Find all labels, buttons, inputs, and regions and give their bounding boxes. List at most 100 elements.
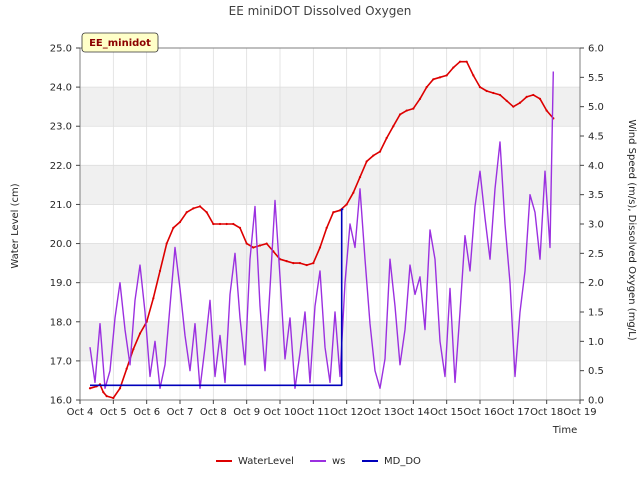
waterlevel-point xyxy=(238,226,242,230)
waterlevel-point xyxy=(445,74,448,77)
waterlevel-point xyxy=(102,391,105,394)
series-line-waterlevel xyxy=(89,60,554,399)
plot-band xyxy=(80,87,580,127)
x-tick-label: Oct 15 xyxy=(430,407,463,418)
plot-band xyxy=(80,282,580,322)
x-tick-label: Oct 7 xyxy=(167,407,194,418)
waterlevel-point xyxy=(392,125,395,128)
x-tick-label: Oct 14 xyxy=(397,407,430,418)
x-tick-label: Oct 13 xyxy=(363,407,396,418)
waterlevel-point xyxy=(412,107,415,110)
waterlevel-point xyxy=(472,74,475,77)
y-right-tick-label: 4.0 xyxy=(588,161,604,172)
x-tick-label: Oct 9 xyxy=(233,407,260,418)
waterlevel-point xyxy=(245,242,248,245)
waterlevel-point xyxy=(345,203,348,206)
x-tick-label: Oct 4 xyxy=(67,407,94,418)
y-axis-left-ticks: 16.0 17.0 18.0 19.0 20.0 21.0 22.0 23.0 24.0 25.0 xyxy=(50,44,80,407)
waterlevel-point xyxy=(398,113,402,116)
waterlevel-point xyxy=(152,297,155,300)
waterlevel-point xyxy=(232,222,235,226)
waterlevel-point xyxy=(252,246,255,249)
y-right-tick-label: 2.5 xyxy=(588,249,604,260)
waterlevel-point xyxy=(118,387,122,390)
plot-band xyxy=(80,165,580,205)
x-tick-label: Oct 12 xyxy=(330,407,363,418)
plot-background xyxy=(80,48,580,400)
series-line-ws xyxy=(89,71,554,389)
badge: EE_minidot xyxy=(81,32,159,53)
waterlevel-point xyxy=(352,191,355,194)
waterlevel-point xyxy=(258,244,262,247)
x-tick-label: Oct 10 xyxy=(263,407,296,418)
badge-box xyxy=(81,32,159,53)
plot-band xyxy=(80,204,580,244)
x-tick-label: Oct 16 xyxy=(463,407,496,418)
waterlevel-point xyxy=(265,242,268,245)
x-tick-label: Oct 11 xyxy=(297,407,330,418)
plot-band xyxy=(80,243,580,283)
badge-label: EE_minidot xyxy=(89,38,151,49)
waterlevel-point xyxy=(132,348,135,351)
y-right-tick-label: 5.5 xyxy=(588,73,604,84)
waterlevel-point xyxy=(385,136,388,140)
waterlevel-point xyxy=(305,263,308,267)
y-left-tick-label: 19.0 xyxy=(50,278,72,289)
y-left-tick-label: 17.0 xyxy=(50,356,72,367)
waterlevel-point xyxy=(165,242,168,245)
waterlevel-point xyxy=(338,209,342,212)
waterlevel-point xyxy=(478,86,482,89)
waterlevel-point xyxy=(285,260,288,263)
waterlevel-point xyxy=(185,211,188,214)
y-right-tick-label: 3.0 xyxy=(588,220,604,231)
x-axis-title: Time xyxy=(552,425,577,436)
waterlevel-point xyxy=(88,387,92,390)
y-left-tick-label: 22.0 xyxy=(50,161,72,172)
y-left-tick-label: 23.0 xyxy=(50,122,72,133)
waterlevel-point xyxy=(332,211,335,214)
waterlevel-point xyxy=(318,246,322,249)
waterlevel-point xyxy=(518,101,522,104)
waterlevel-point xyxy=(172,226,175,230)
legend: WaterLevel ws MD_DO xyxy=(216,456,421,467)
waterlevel-point xyxy=(212,222,215,226)
waterlevel-point xyxy=(178,220,182,224)
y-right-tick-label: 1.5 xyxy=(588,308,604,319)
waterlevel-point xyxy=(545,109,548,112)
waterlevel-point xyxy=(325,226,328,230)
y-right-tick-label: 3.5 xyxy=(588,190,604,201)
y-left-tick-label: 21.0 xyxy=(50,200,72,211)
waterlevel-point xyxy=(298,262,302,265)
waterlevel-point xyxy=(125,367,128,370)
waterlevel-point xyxy=(425,86,428,89)
plot-band xyxy=(80,126,580,166)
y-right-tick-label: 0.5 xyxy=(588,366,604,377)
plot-band xyxy=(80,321,580,361)
waterlevel-point xyxy=(458,60,462,63)
y-axis-left-title: Water Level (cm) xyxy=(10,183,21,268)
y-right-tick-label: 6.0 xyxy=(588,44,604,55)
x-tick-label: Oct 8 xyxy=(200,407,227,418)
x-tick-label: Oct 18 xyxy=(530,407,563,418)
chart-title: EE miniDOT Dissolved Oxygen xyxy=(229,4,412,18)
waterlevel-point xyxy=(512,105,515,108)
waterlevel-point xyxy=(405,109,408,112)
waterlevel-point xyxy=(198,205,202,208)
waterlevel-point xyxy=(358,175,362,179)
waterlevel-point xyxy=(498,93,502,97)
legend-label-md-do: MD_DO xyxy=(384,456,421,467)
x-tick-label: Oct 19 xyxy=(563,407,596,418)
waterlevel-point xyxy=(158,269,162,273)
waterlevel-point xyxy=(532,93,535,97)
waterlevel-point xyxy=(105,394,108,398)
waterlevel-point xyxy=(372,154,375,157)
waterlevel-point xyxy=(365,160,368,163)
waterlevel-point xyxy=(538,97,542,100)
y-right-tick-label: 1.0 xyxy=(588,337,604,348)
waterlevel-point xyxy=(452,66,455,69)
legend-label-waterlevel: WaterLevel xyxy=(238,456,294,467)
y-axis-right-ticks: 0.0 0.5 1.0 1.5 2.0 2.5 3.0 3.5 4.0 4.5 5.0 5.5 6.0 xyxy=(580,44,604,407)
waterlevel-point xyxy=(205,211,208,214)
waterlevel-point xyxy=(465,60,468,63)
